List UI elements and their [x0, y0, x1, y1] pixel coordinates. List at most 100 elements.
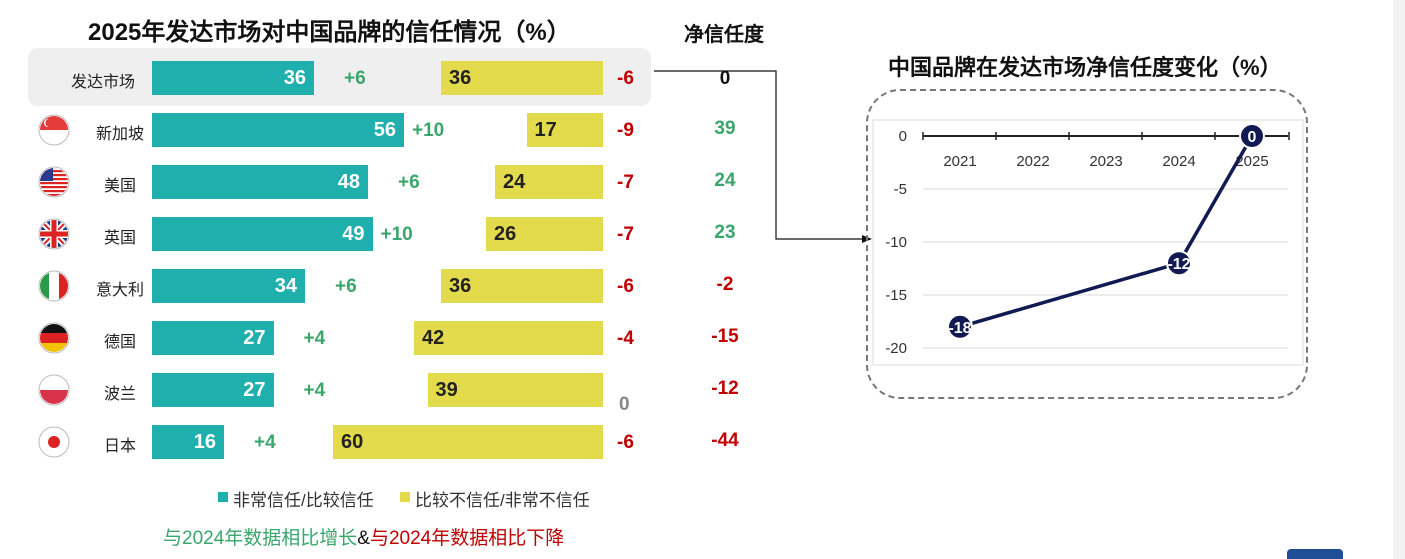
data-point-label: 0	[1248, 129, 1257, 146]
y-tick-label: -15	[885, 287, 907, 304]
bar-chart-title: 2025年发达市场对中国品牌的信任情况（%）	[88, 19, 571, 46]
net-trust-value: -15	[711, 326, 739, 347]
trust-bar	[152, 165, 368, 199]
trust-value-label: 16	[193, 431, 216, 453]
distrust-value-label: 39	[435, 379, 458, 401]
net-trust-value: -44	[711, 430, 739, 451]
data-point-label: -12	[1167, 256, 1190, 273]
trust-change-label: +10	[412, 120, 445, 141]
country-label: 英国	[103, 230, 136, 247]
x-tick-label: 2024	[1162, 153, 1195, 170]
legend-swatch-distrust	[400, 492, 410, 502]
footnote-up: 与2024年数据相比增长	[163, 528, 358, 549]
legend-label-trust: 非常信任/比较信任	[233, 491, 374, 510]
line-chart-frame	[866, 89, 1308, 399]
trust-change-label: +4	[254, 432, 276, 453]
y-tick-label: 0	[899, 128, 907, 145]
distrust-value-label: 26	[494, 223, 517, 245]
trust-change-label: +6	[344, 68, 366, 89]
trust-value-label: 36	[283, 67, 306, 89]
y-tick-label: -10	[885, 234, 907, 251]
country-label: 意大利	[95, 282, 144, 299]
flag-singapore-icon	[38, 114, 70, 146]
trust-change-label: +4	[303, 328, 326, 349]
distrust-bar	[414, 321, 603, 355]
distrust-change-label: -6	[617, 276, 634, 297]
data-point-marker	[1166, 250, 1192, 277]
trust-bar	[152, 373, 274, 407]
y-tick-label: -5	[894, 181, 907, 198]
flag-italy-icon	[38, 270, 70, 302]
distrust-change-label: -7	[617, 224, 634, 245]
plot-border	[872, 119, 1304, 366]
connector-arrow	[654, 70, 872, 243]
distrust-bar	[427, 373, 603, 407]
distrust-value-label: 36	[449, 275, 472, 297]
trust-value-label: 56	[373, 119, 396, 141]
distrust-bar	[441, 269, 603, 303]
trust-change-label: +6	[335, 276, 357, 297]
footnote-amp: &	[357, 528, 370, 549]
flag-japan-icon	[38, 426, 70, 458]
net-trust-value: 39	[714, 118, 736, 139]
flag-poland-icon	[38, 374, 70, 406]
trust-value-label: 49	[342, 223, 365, 245]
distrust-value-label: 17	[534, 119, 557, 141]
x-tick-label: 2022	[1016, 153, 1049, 170]
trust-bar	[152, 113, 404, 147]
trust-bar	[152, 269, 305, 303]
y-tick-label: -20	[885, 340, 907, 357]
trust-bar	[152, 425, 224, 459]
trust-value-label: 27	[243, 327, 266, 349]
distrust-change-label: -7	[617, 172, 634, 193]
net-trust-header: 净信任度	[684, 24, 764, 46]
legend-swatch-trust	[218, 492, 228, 502]
flag-germany-icon	[38, 322, 70, 354]
data-point-marker	[947, 313, 973, 340]
country-label: 德国	[103, 334, 136, 351]
trust-bar	[152, 61, 314, 95]
trust-value-label: 34	[274, 275, 297, 297]
net-trust-value: 0	[719, 68, 731, 89]
distrust-bar	[526, 113, 603, 147]
distrust-change-label: 0	[619, 394, 630, 415]
country-label: 波兰	[103, 386, 136, 403]
trust-change-label: +10	[380, 224, 413, 245]
distrust-bar	[441, 61, 603, 95]
distrust-bar	[495, 165, 603, 199]
line-chart: 0 -5 -10 -15 -20 2021 2022 2023 2024 2025 -18 -12 0	[872, 119, 1304, 366]
distrust-value-label: 60	[341, 431, 364, 453]
country-label: 日本	[103, 438, 136, 455]
trust-bar	[152, 321, 274, 355]
legend-label-distrust: 比较不信任/非常不信任	[415, 491, 590, 510]
flag-usa-icon	[38, 166, 70, 198]
x-tick-label: 2021	[943, 153, 976, 170]
line-chart-title: 中国品牌在发达市场净信任度变化（%）	[888, 55, 1282, 80]
x-tick-label: 2023	[1089, 153, 1122, 170]
net-trust-value: -12	[711, 378, 739, 399]
distrust-value-label: 36	[449, 67, 472, 89]
footnote: 与2024年数据相比增长&与2024年数据相比下降	[163, 523, 564, 550]
flag-uk-icon	[38, 218, 70, 250]
distrust-change-label: -9	[617, 120, 634, 141]
net-trust-value: 24	[714, 170, 736, 191]
distrust-change-label: -4	[617, 328, 634, 349]
x-tick-label: 2025	[1235, 153, 1268, 170]
data-point-marker	[1239, 123, 1265, 149]
net-trust-value: -2	[716, 274, 734, 295]
corner-decoration	[1287, 549, 1343, 559]
trust-value-label: 27	[243, 379, 266, 401]
trust-bar	[152, 217, 373, 251]
distrust-change-label: -6	[617, 68, 634, 89]
trust-change-label: +4	[303, 380, 326, 401]
footnote-down: 与2024年数据相比下降	[369, 528, 565, 549]
distrust-value-label: 42	[422, 327, 445, 349]
distrust-change-label: -6	[617, 432, 634, 453]
data-point-label: -18	[948, 320, 971, 337]
distrust-bar	[486, 217, 603, 251]
country-label: 新加坡	[95, 126, 144, 143]
right-scroll-strip	[1393, 0, 1405, 559]
trust-change-label: +6	[398, 172, 420, 193]
distrust-bar	[333, 425, 603, 459]
country-label: 发达市场	[70, 74, 135, 91]
